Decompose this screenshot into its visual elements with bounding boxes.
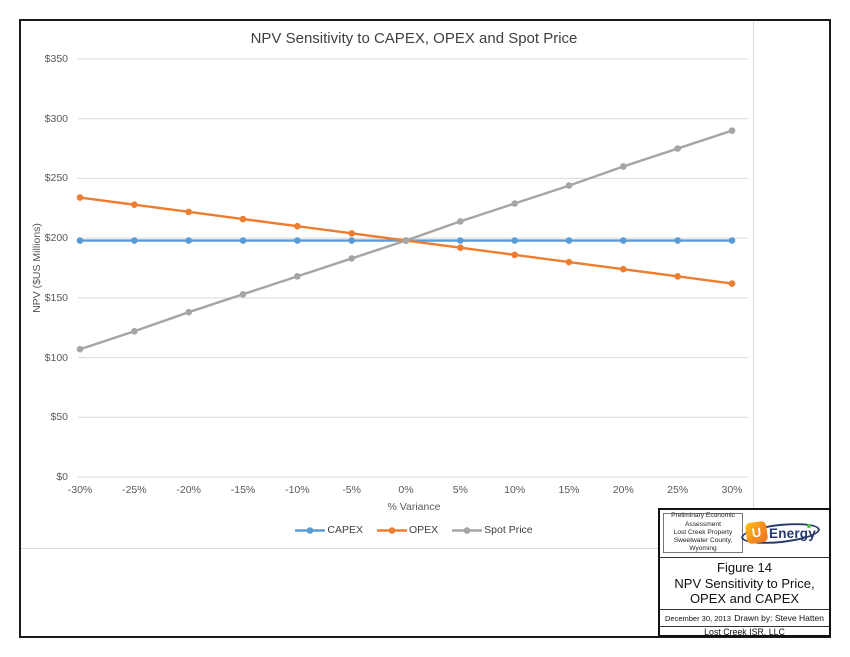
data-point-capex	[131, 237, 138, 244]
data-point-opex	[294, 222, 301, 230]
x-tick-label: 0%	[398, 484, 414, 496]
legend-label: OPEX	[408, 524, 439, 536]
data-point-opex	[674, 273, 681, 280]
figure-title: NPV Sensitivity to Price, OPEX and CAPEX	[674, 575, 815, 607]
data-point-spot-price	[728, 127, 736, 134]
company-name: Lost Creek ISR, LLC	[704, 627, 785, 637]
x-tick-label: 10%	[504, 484, 526, 496]
data-point-spot-price	[674, 145, 681, 152]
drawn-by: Drawn by: Steve Hatten	[734, 613, 824, 623]
chart-legend: CAPEX OPEX Spot Price	[80, 524, 748, 536]
project-description: Preliminary Economic Assessment Lost Cre…	[663, 512, 743, 553]
x-tick-label: 5%	[452, 484, 468, 496]
data-point-capex	[728, 237, 736, 244]
data-point-capex	[185, 237, 192, 244]
data-point-opex	[457, 244, 464, 251]
data-point-spot-price	[511, 200, 518, 207]
y-tick-label: $250	[44, 172, 68, 185]
data-point-capex	[511, 237, 518, 244]
data-point-opex	[728, 280, 736, 287]
legend-label: Spot Price	[484, 524, 533, 536]
chart-title: NPV Sensitivity to CAPEX, OPEX and Spot …	[250, 30, 578, 47]
x-tick-label: -30%	[67, 484, 93, 496]
data-point-opex	[565, 258, 573, 266]
figure-date: December 30, 2013	[665, 613, 731, 623]
legend-marker-spot-price	[452, 526, 483, 534]
data-point-spot-price	[131, 327, 138, 335]
legend-item-opex: OPEX	[376, 524, 439, 536]
x-tick-label: -10%	[285, 484, 310, 496]
data-point-spot-price	[620, 163, 627, 170]
x-tick-label: 15%	[558, 484, 580, 496]
data-point-opex	[185, 208, 192, 216]
ur-energy-logo: U Energy	[740, 518, 826, 549]
y-tick-label: $0	[56, 471, 68, 483]
legend-label: CAPEX	[327, 524, 363, 536]
x-tick-label: 25%	[667, 484, 689, 496]
data-point-capex	[674, 237, 681, 244]
data-point-spot-price	[294, 273, 301, 280]
data-point-capex	[239, 237, 247, 244]
legend-item-spot-price: Spot Price	[452, 524, 533, 536]
data-point-capex	[348, 237, 355, 244]
x-axis-title: % Variance	[387, 501, 441, 513]
data-point-spot-price	[185, 308, 192, 316]
data-point-opex	[511, 251, 518, 259]
data-point-opex	[348, 230, 355, 237]
data-point-capex	[620, 237, 627, 244]
x-tick-label: -5%	[342, 484, 361, 496]
data-point-opex	[239, 215, 247, 223]
y-tick-label: $350	[44, 53, 68, 65]
y-tick-label: $150	[44, 291, 68, 304]
date-drawnby-row: December 30, 2013 Drawn by: Steve Hatten	[660, 610, 829, 627]
data-point-opex	[620, 265, 627, 273]
legend-marker-opex	[376, 526, 407, 534]
data-point-capex	[565, 237, 573, 244]
x-tick-label: -20%	[176, 484, 201, 496]
x-tick-label: -15%	[230, 484, 256, 496]
data-point-spot-price	[565, 182, 573, 189]
logo-u-badge: U	[744, 520, 769, 545]
logo-green-dot	[807, 524, 811, 528]
data-point-spot-price	[402, 237, 410, 244]
title-block-header: Preliminary Economic Assessment Lost Cre…	[660, 510, 829, 558]
y-tick-label: $100	[44, 351, 68, 364]
y-tick-label: $300	[44, 112, 68, 125]
data-point-opex	[131, 201, 138, 209]
data-point-spot-price	[239, 290, 247, 298]
data-point-capex	[294, 237, 301, 244]
x-tick-label: 20%	[612, 484, 634, 496]
figure-border	[19, 19, 831, 638]
figure-number: Figure 14	[717, 560, 772, 576]
legend-marker-capex	[295, 526, 326, 534]
chart-area-border	[21, 21, 754, 549]
figure-caption-cell: Figure 14 NPV Sensitivity to Price, OPEX…	[660, 558, 829, 610]
data-point-capex	[457, 237, 464, 244]
x-tick-label: 30%	[721, 484, 743, 496]
data-point-opex	[76, 194, 84, 201]
y-tick-label: $50	[50, 411, 68, 424]
legend-item-capex: CAPEX	[295, 524, 363, 536]
data-point-spot-price	[348, 255, 355, 262]
logo-wordmark: Energy	[769, 526, 816, 541]
title-block: Preliminary Economic Assessment Lost Cre…	[658, 508, 831, 637]
x-tick-label: -25%	[122, 484, 147, 496]
data-point-spot-price	[457, 218, 464, 225]
data-point-capex	[76, 237, 84, 244]
y-tick-label: $200	[44, 232, 68, 245]
data-point-spot-price	[76, 345, 84, 353]
